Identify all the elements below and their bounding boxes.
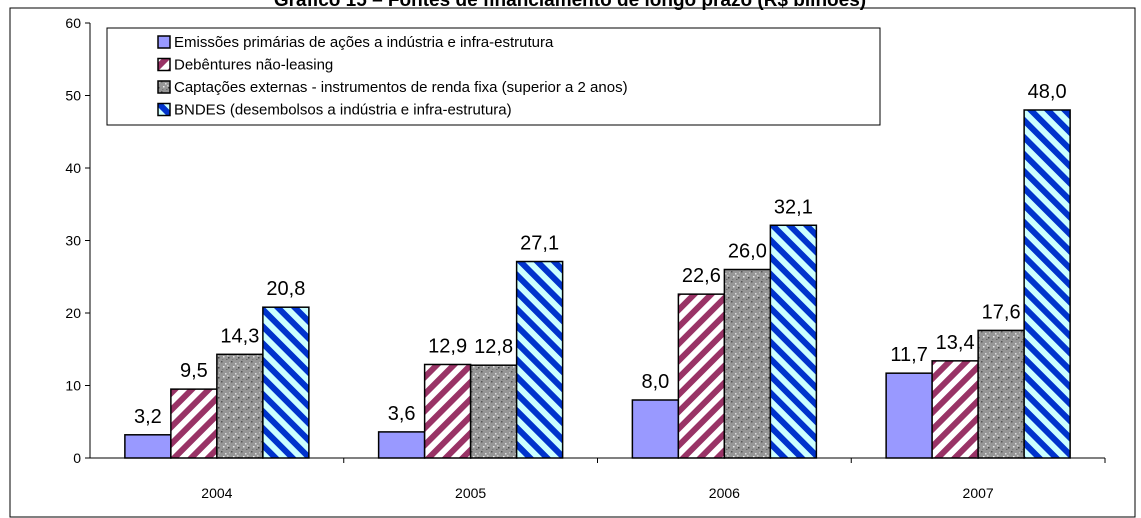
y-tick-label: 20 <box>65 305 81 321</box>
value-label: 22,6 <box>682 265 721 287</box>
legend-swatch <box>157 35 171 49</box>
bar <box>262 306 310 459</box>
legend-box <box>106 27 881 126</box>
chart-title: Gráfico 15 – Fontes de financiamento de … <box>274 0 866 11</box>
bar <box>769 224 818 459</box>
value-label: 3,2 <box>134 406 162 428</box>
value-label: 48,0 <box>1028 81 1067 103</box>
x-tick-label: 2005 <box>455 485 486 501</box>
value-label: 12,9 <box>428 335 467 357</box>
y-tick-label: 60 <box>65 15 81 31</box>
bar <box>977 329 1025 459</box>
x-tick-label: 2004 <box>201 485 232 501</box>
value-label: 11,7 <box>890 344 927 366</box>
legend-swatch <box>157 57 171 72</box>
value-label: 27,1 <box>520 233 559 255</box>
y-tick-label: 50 <box>65 88 81 104</box>
y-tick-label: 30 <box>65 233 81 249</box>
legend-label: Debêntures não-leasing <box>174 57 333 74</box>
legend-swatch <box>157 102 171 117</box>
y-tick-label: 0 <box>73 450 81 466</box>
legend-label: Captações externas - instrumentos de ren… <box>174 79 628 96</box>
value-label: 3,6 <box>388 403 416 425</box>
y-tick-label: 10 <box>65 378 81 394</box>
value-label: 14,3 <box>220 325 259 347</box>
bar <box>423 363 472 459</box>
bar <box>515 260 564 459</box>
bar <box>170 388 218 459</box>
bar <box>885 372 933 459</box>
value-label: 9,5 <box>180 360 208 382</box>
value-label: 13,4 <box>936 332 975 354</box>
bar <box>677 293 726 459</box>
bar <box>931 360 979 459</box>
value-label: 8,0 <box>641 371 669 393</box>
legend-label: Emissões primárias de ações a indústria … <box>174 34 554 51</box>
value-label: 26,0 <box>728 241 767 263</box>
value-label: 20,8 <box>266 278 305 300</box>
bar <box>377 431 426 459</box>
bar <box>216 353 264 459</box>
value-label: 32,1 <box>774 196 813 218</box>
legend-label: BNDES (desembolsos a indústria e infra-e… <box>174 102 512 119</box>
y-tick-label: 40 <box>65 160 81 176</box>
bar <box>124 434 172 459</box>
value-label: 12,8 <box>474 336 513 358</box>
x-tick-label: 2007 <box>963 485 994 501</box>
value-label: 17,6 <box>982 301 1021 323</box>
bar <box>631 399 680 459</box>
x-tick-label: 2006 <box>709 485 740 501</box>
legend-swatch <box>157 80 171 94</box>
bar <box>469 364 518 459</box>
bar <box>723 268 772 459</box>
bar <box>1023 109 1071 459</box>
